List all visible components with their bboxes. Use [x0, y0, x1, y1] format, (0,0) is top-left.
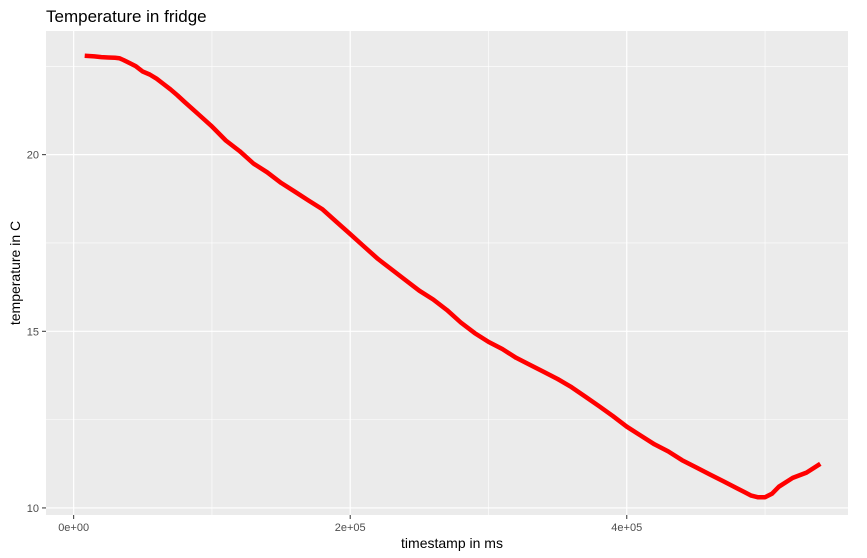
series-lines	[84, 53, 822, 500]
plot-panel	[46, 31, 848, 515]
grid-lines	[46, 31, 848, 515]
x-axis-title: timestamp in ms	[401, 535, 503, 551]
x-tick-label: 4e+05	[611, 522, 642, 534]
x-tick-label: 2e+05	[335, 522, 366, 534]
y-tick-label: 10	[27, 503, 39, 515]
y-tick-label: 15	[27, 326, 39, 338]
series-line	[84, 53, 822, 500]
chart-title: Temperature in fridge	[46, 7, 207, 26]
x-tick-label: 0e+00	[58, 522, 89, 534]
y-axis-title: temperature in C	[7, 221, 23, 325]
y-tick-label: 20	[27, 150, 39, 162]
axis-ticks: 10 15 20 0e+00 2e+05 4e+05	[27, 150, 642, 534]
